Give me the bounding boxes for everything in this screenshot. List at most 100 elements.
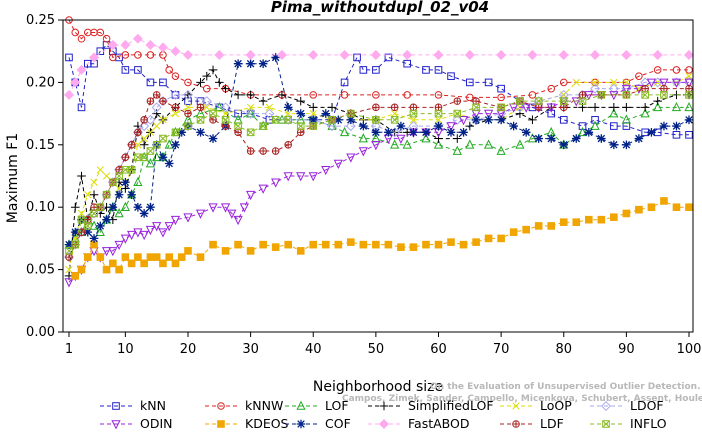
y-axis-label: Maximum F1 [5, 133, 21, 223]
data-point [685, 203, 693, 211]
data-point [672, 121, 681, 131]
data-point [171, 91, 180, 99]
data-point [646, 78, 657, 88]
data-point [685, 66, 693, 74]
data-point [177, 253, 186, 261]
legend-item-inflo: INFLO [590, 416, 667, 431]
data-point [622, 209, 631, 218]
data-point [571, 134, 581, 143]
data-point [271, 116, 280, 124]
data-point [578, 122, 587, 130]
data-point [245, 108, 256, 119]
x-tick-label: 100 [677, 342, 702, 357]
data-point [496, 145, 506, 155]
data-point [584, 215, 593, 224]
data-point [158, 152, 168, 162]
data-point [610, 78, 618, 87]
x-tick-label: 20 [180, 342, 197, 357]
data-point [396, 134, 406, 144]
data-point [558, 89, 569, 100]
data-point [372, 116, 380, 124]
data-point [139, 209, 149, 218]
data-point [559, 218, 568, 226]
data-point [434, 121, 443, 131]
data-point [685, 131, 693, 139]
data-point [602, 420, 610, 428]
legend-label: kNN [140, 398, 166, 413]
data-point [71, 240, 80, 249]
data-point [133, 228, 143, 238]
data-point [96, 253, 105, 261]
data-point [259, 147, 267, 155]
data-point [139, 230, 149, 241]
data-point [446, 122, 456, 132]
data-point [271, 147, 280, 155]
data-point [159, 116, 167, 124]
axes: 0.00 0.05 0.10 0.15 0.20 0.25 1 10 20 30 40 50 60 70 8… [26, 13, 701, 357]
data-point [146, 78, 155, 87]
data-point [271, 53, 280, 62]
series-fastabod [63, 33, 695, 100]
data-point [597, 215, 606, 224]
data-point [409, 116, 418, 124]
data-point [140, 134, 148, 143]
data-point [63, 89, 75, 100]
data-point [171, 109, 180, 118]
data-point [609, 140, 619, 150]
data-point [157, 42, 168, 53]
data-point [308, 115, 318, 125]
data-point [371, 141, 381, 151]
data-point [296, 172, 306, 182]
series-line [68, 81, 689, 283]
data-point [146, 147, 155, 155]
data-point [484, 115, 493, 125]
data-point [358, 147, 368, 157]
data-point [77, 103, 86, 112]
data-point [140, 259, 148, 268]
data-point [483, 109, 494, 120]
data-point [521, 103, 531, 113]
series-cof [64, 53, 694, 249]
data-point [70, 227, 80, 237]
data-point [209, 116, 217, 124]
data-point [372, 240, 380, 249]
data-point [685, 91, 693, 99]
data-point [621, 84, 631, 95]
data-point [635, 84, 643, 93]
data-point [209, 109, 217, 118]
data-point [146, 97, 155, 105]
data-point [452, 134, 462, 143]
data-point [133, 176, 143, 187]
data-point [182, 49, 193, 60]
data-point [65, 247, 73, 255]
legend-item-knn: kNN [100, 398, 166, 413]
data-point [209, 240, 217, 249]
data-point [521, 128, 531, 137]
data-point [384, 53, 393, 62]
data-point [146, 202, 155, 212]
data-point [259, 240, 267, 249]
data-point [347, 238, 355, 246]
data-point [77, 34, 86, 43]
data-point [83, 227, 93, 237]
data-point [497, 84, 505, 93]
data-point [309, 91, 318, 99]
data-point [102, 215, 111, 224]
data-point [321, 240, 330, 249]
data-point [309, 109, 317, 118]
y-tick-label: 0.20 [26, 75, 55, 90]
data-point [184, 122, 192, 130]
data-point [390, 139, 400, 149]
data-point [196, 116, 205, 124]
watermark-line-2: On the Evaluation of Unsupervised Outlie… [430, 382, 702, 392]
data-point [102, 190, 111, 199]
data-point [353, 53, 361, 62]
data-point [284, 240, 292, 249]
data-point [577, 126, 588, 137]
data-point [259, 122, 267, 130]
data-point [184, 78, 192, 87]
data-point [201, 96, 212, 107]
data-point [647, 203, 656, 211]
data-point [591, 78, 599, 87]
y-tick-label: 0.15 [26, 138, 55, 153]
